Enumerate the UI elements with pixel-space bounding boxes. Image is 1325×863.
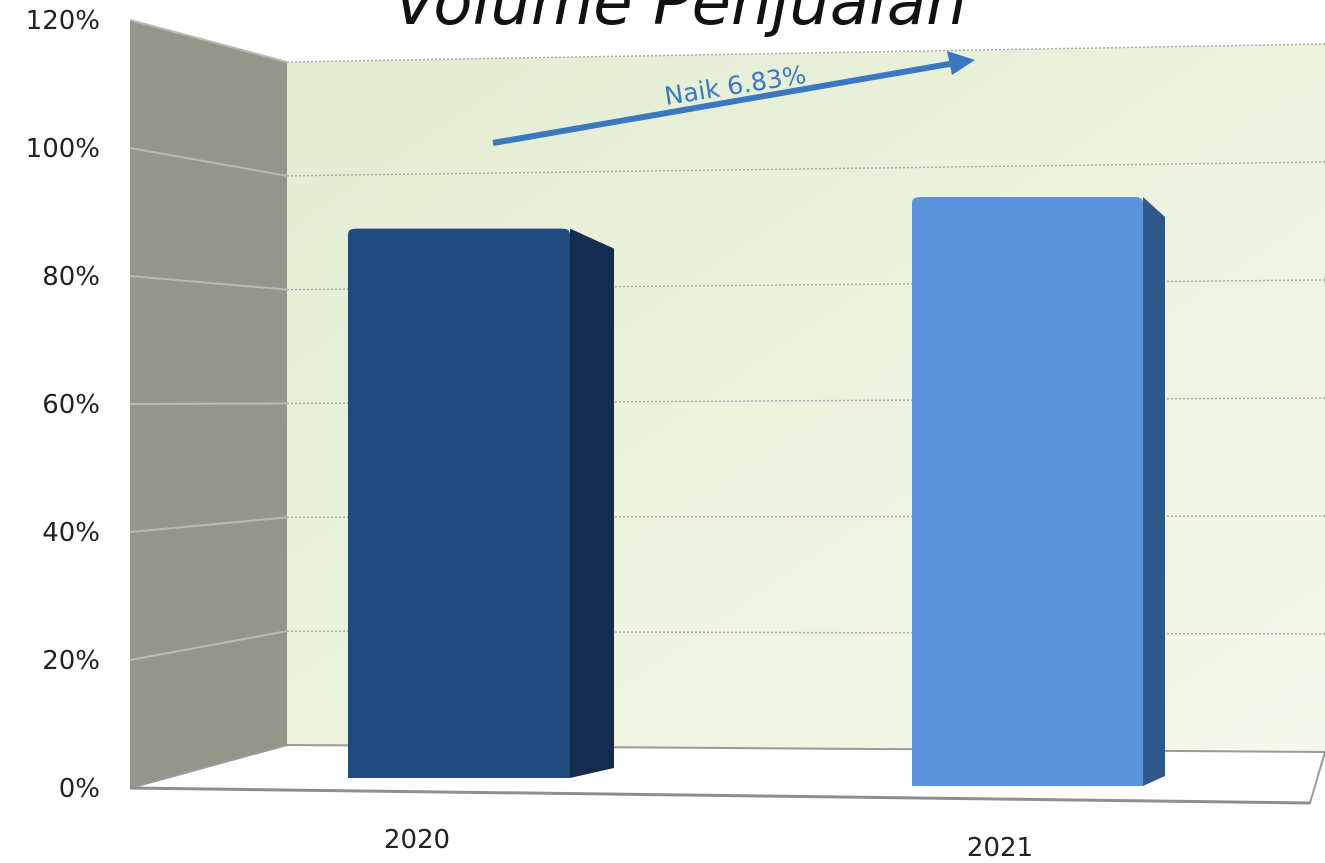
x-axis-tick-labels: 2020 2021 (384, 825, 1033, 863)
back-gridline (286, 43, 1325, 63)
y-tick-label: 60% (42, 390, 100, 420)
floor-front-edge (129, 786, 1311, 805)
y-tick-label: 40% (42, 518, 100, 548)
bar-side (570, 228, 614, 779)
y-tick-label: 80% (42, 262, 100, 292)
x-tick-label: 2020 (384, 825, 450, 855)
chart-title: Volume Penjualan (393, 0, 966, 40)
bar-2020 (348, 228, 614, 779)
back-gridline (286, 161, 1325, 177)
side-gridline (129, 275, 288, 291)
y-tick-label: 0% (59, 774, 100, 804)
side-gridline (129, 402, 288, 405)
bar-front (348, 228, 570, 779)
side-gridline (129, 19, 288, 63)
side-gridline (129, 516, 288, 533)
x-tick-label: 2021 (967, 833, 1033, 863)
bar-side (1143, 196, 1165, 787)
y-tick-label: 120% (26, 6, 100, 36)
y-axis-tick-labels: 0% 20% 40% 60% 80% 100% 120% (26, 6, 100, 804)
growth-arrowhead (947, 51, 975, 75)
side-gridline (129, 630, 288, 661)
bars (348, 196, 1165, 787)
bar-front (912, 196, 1143, 787)
growth-arrow (492, 60, 956, 146)
bar-2021 (912, 196, 1165, 787)
y-tick-label: 100% (26, 134, 100, 164)
side-gridline (129, 147, 288, 177)
y-tick-label: 20% (42, 646, 100, 676)
